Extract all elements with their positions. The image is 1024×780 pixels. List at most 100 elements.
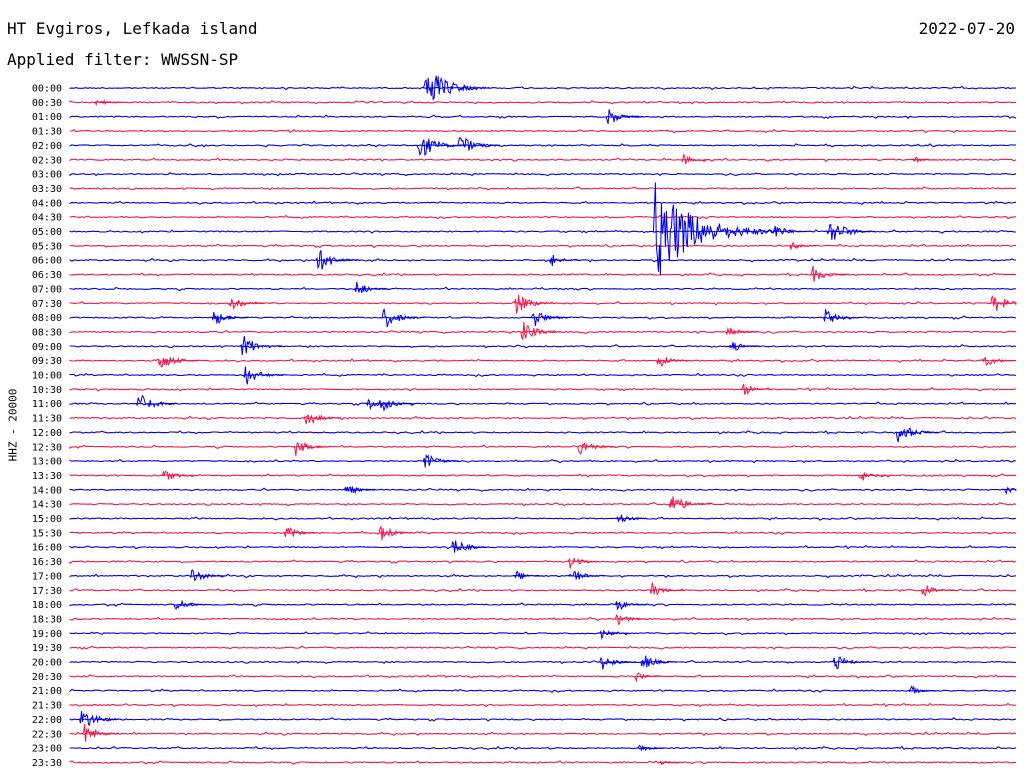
trace-3 bbox=[69, 128, 1017, 134]
event-burst-20 bbox=[530, 312, 571, 326]
tick-label-5: 02:30 bbox=[32, 155, 62, 166]
event-burst-5 bbox=[911, 156, 937, 164]
tick-label-14: 07:00 bbox=[32, 284, 62, 295]
event-burst-59 bbox=[832, 656, 870, 670]
tick-label-12: 06:00 bbox=[32, 256, 62, 267]
event-burst-49 bbox=[189, 569, 226, 582]
event-burst-66 bbox=[659, 760, 680, 765]
tick-label-30: 15:00 bbox=[32, 514, 62, 525]
event-burst-8 bbox=[826, 223, 876, 240]
trace-45 bbox=[69, 731, 1017, 737]
event-burst-34 bbox=[302, 414, 342, 424]
trace-8 bbox=[69, 200, 1017, 206]
trace-33 bbox=[69, 559, 1017, 565]
trace-41 bbox=[69, 674, 1017, 679]
tick-label-37: 18:30 bbox=[32, 614, 62, 625]
tick-label-34: 17:00 bbox=[32, 571, 62, 582]
trace-38 bbox=[69, 631, 1017, 636]
trace-36 bbox=[69, 602, 1017, 607]
trace-27 bbox=[69, 473, 1016, 478]
trace-2 bbox=[69, 114, 1017, 119]
event-burst-28 bbox=[980, 356, 1015, 366]
trace-40 bbox=[69, 659, 1017, 665]
tick-label-17: 08:30 bbox=[32, 327, 62, 338]
tick-label-29: 14:30 bbox=[32, 500, 62, 511]
event-burst-54 bbox=[173, 599, 208, 610]
trace-19 bbox=[69, 358, 1017, 363]
event-burst-63 bbox=[79, 711, 122, 727]
event-burst-45 bbox=[283, 527, 318, 537]
trace-35 bbox=[69, 587, 1017, 593]
trace-32 bbox=[69, 544, 1017, 550]
trace-17 bbox=[69, 329, 1017, 334]
event-burst-17 bbox=[990, 295, 1017, 312]
event-burst-51 bbox=[514, 570, 544, 579]
event-burst-23 bbox=[725, 326, 759, 336]
trace-37 bbox=[69, 616, 1016, 622]
event-burst-42 bbox=[1003, 487, 1017, 495]
trace-42 bbox=[69, 688, 1017, 693]
trace-24 bbox=[69, 430, 1017, 435]
event-burst-48 bbox=[567, 557, 600, 569]
trace-21 bbox=[69, 387, 1017, 392]
tick-label-9: 04:30 bbox=[32, 213, 62, 224]
tick-label-15: 07:30 bbox=[32, 299, 62, 310]
trace-12 bbox=[69, 257, 1017, 263]
tick-label-16: 08:00 bbox=[32, 313, 62, 324]
event-burst-55 bbox=[615, 601, 647, 611]
tick-label-32: 16:00 bbox=[32, 543, 62, 554]
tick-label-2: 01:00 bbox=[32, 112, 62, 123]
tick-label-36: 18:00 bbox=[32, 600, 62, 611]
event-burst-3 bbox=[416, 138, 467, 157]
trace-39 bbox=[69, 645, 1017, 650]
trace-44 bbox=[69, 717, 1017, 722]
tick-label-28: 14:00 bbox=[32, 485, 62, 496]
event-burst-24 bbox=[239, 336, 283, 356]
trace-25 bbox=[69, 444, 1017, 450]
event-burst-7 bbox=[652, 182, 778, 276]
event-burst-33 bbox=[378, 400, 415, 412]
trace-4 bbox=[69, 143, 1017, 148]
event-burst-2 bbox=[605, 109, 645, 125]
trace-31 bbox=[69, 530, 1017, 536]
event-burst-9 bbox=[772, 225, 807, 237]
event-burst-10 bbox=[788, 241, 817, 250]
tick-label-0: 00:00 bbox=[32, 84, 62, 95]
event-burst-61 bbox=[633, 672, 662, 683]
event-burst-56 bbox=[615, 614, 647, 625]
trace-43 bbox=[69, 702, 1017, 708]
event-bursts bbox=[79, 75, 1017, 765]
event-burst-12 bbox=[548, 254, 581, 267]
trace-47 bbox=[69, 760, 1017, 765]
event-burst-0 bbox=[422, 75, 490, 101]
event-burst-64 bbox=[82, 723, 121, 742]
tick-label-39: 19:30 bbox=[32, 643, 62, 654]
trace-11 bbox=[69, 243, 1017, 249]
event-burst-52 bbox=[649, 582, 684, 596]
event-burst-46 bbox=[378, 524, 416, 541]
event-burst-18 bbox=[211, 311, 249, 324]
event-burst-38 bbox=[422, 453, 460, 468]
trace-9 bbox=[69, 214, 1017, 220]
event-burst-29 bbox=[242, 366, 284, 385]
tick-label-3: 01:30 bbox=[32, 127, 62, 138]
event-burst-25 bbox=[728, 342, 761, 351]
trace-7 bbox=[69, 186, 1017, 191]
event-burst-22 bbox=[520, 321, 561, 341]
event-burst-16 bbox=[514, 294, 555, 314]
tick-label-45: 22:30 bbox=[32, 729, 62, 740]
tick-label-21: 10:30 bbox=[32, 385, 62, 396]
trace-0 bbox=[69, 85, 1017, 91]
tick-label-10: 05:00 bbox=[32, 227, 62, 238]
trace-5 bbox=[69, 157, 1017, 163]
event-burst-30 bbox=[741, 383, 773, 395]
trace-22 bbox=[69, 401, 1017, 406]
event-burst-57 bbox=[599, 629, 629, 641]
event-burst-47 bbox=[451, 540, 490, 553]
tick-label-47: 23:30 bbox=[32, 758, 62, 769]
tick-label-6: 03:00 bbox=[32, 170, 62, 181]
trace-28 bbox=[69, 487, 1017, 492]
trace-10 bbox=[69, 229, 1016, 234]
event-burst-21 bbox=[823, 309, 860, 322]
